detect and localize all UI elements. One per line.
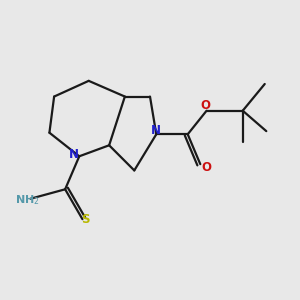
Text: N: N [151, 124, 161, 137]
Text: N: N [69, 148, 79, 161]
Text: O: O [200, 99, 210, 112]
Text: S: S [81, 213, 90, 226]
Text: O: O [201, 161, 211, 174]
Text: NH$_2$: NH$_2$ [15, 194, 40, 207]
